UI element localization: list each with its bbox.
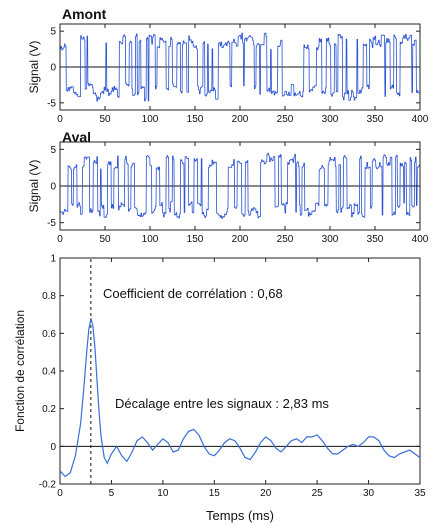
x-tick-label: 30: [363, 488, 375, 499]
amont-title: Amont: [62, 6, 107, 22]
x-tick-label: 350: [367, 234, 384, 245]
x-tick-label: 350: [367, 114, 384, 125]
y-tick-label: -5: [47, 218, 56, 229]
x-tick-label: 10: [157, 488, 169, 499]
x-tick-label: 250: [277, 234, 294, 245]
corr-xlabel: Temps (ms): [206, 508, 274, 523]
y-tick-label: -5: [47, 98, 56, 109]
y-tick-label: 0: [50, 63, 56, 74]
corr-coefficient-annotation: Coefficient de corrélation : 0,68: [103, 286, 283, 301]
x-tick-label: 100: [142, 234, 159, 245]
y-tick-label: 0.2: [42, 404, 56, 415]
x-tick-label: 50: [99, 234, 111, 245]
y-tick-label: 5: [50, 27, 56, 38]
x-tick-label: 50: [99, 114, 111, 125]
x-tick-label: 5: [109, 488, 115, 499]
x-tick-label: 25: [312, 488, 324, 499]
correlation-line: [59, 318, 421, 478]
y-tick-label: 0.4: [42, 367, 56, 378]
panel-aval: Aval 50-5 0 50 100 150 200 250 300 350 400 Signa…: [27, 129, 429, 245]
y-tick-label: 5: [50, 145, 56, 156]
x-tick-label: 150: [187, 234, 204, 245]
x-tick-label: 15: [209, 488, 221, 499]
aval-title: Aval: [62, 129, 91, 145]
x-tick-label: 250: [277, 114, 294, 125]
x-tick-label: 100: [142, 114, 159, 125]
y-tick-label: 0: [50, 182, 56, 193]
x-tick-label: 400: [412, 114, 429, 125]
corr-ylabel: Fonction de corrélation: [13, 310, 27, 432]
panel-correlation: Coefficient de corrélation : 0,68 Décala…: [13, 254, 426, 524]
x-tick-label: 400: [412, 234, 429, 245]
x-tick-label: 300: [322, 234, 339, 245]
panel-amont: Amont 50-5 0 50 100 150 200 250 300 350 400 Sign…: [27, 6, 429, 125]
x-tick-label: 20: [260, 488, 272, 499]
x-tick-label: 0: [57, 114, 63, 125]
y-tick-label: 0: [50, 442, 56, 453]
y-tick-label: 0.8: [42, 291, 56, 302]
x-tick-label: 150: [187, 114, 204, 125]
x-tick-label: 35: [414, 488, 426, 499]
y-tick-label: 0.6: [42, 329, 56, 340]
aval-ylabel: Signal (V): [27, 160, 41, 213]
corr-offset-annotation: Décalage entre les signaux : 2,83 ms: [115, 396, 329, 411]
x-tick-label: 200: [232, 114, 249, 125]
x-tick-label: 200: [232, 234, 249, 245]
y-tick-label: -0.2: [39, 480, 57, 491]
amont-ylabel: Signal (V): [27, 41, 41, 94]
aval-signal-line: [60, 152, 420, 219]
x-tick-label: 300: [322, 114, 339, 125]
y-tick-label: 1: [50, 254, 56, 265]
x-tick-label: 0: [57, 234, 63, 245]
amont-signal-line: [60, 32, 420, 102]
x-tick-label: 0: [57, 488, 63, 499]
